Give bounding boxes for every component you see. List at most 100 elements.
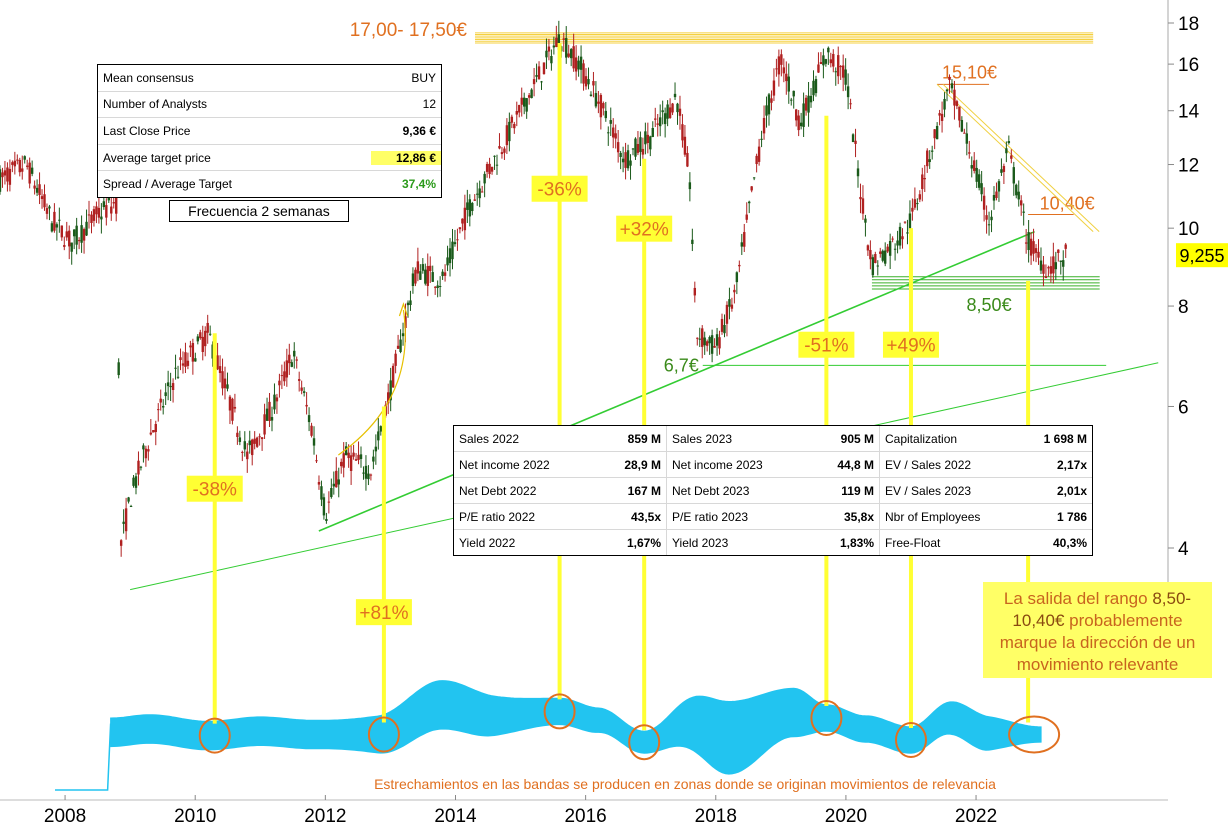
candle-body: [614, 133, 617, 139]
candle-body: [584, 76, 588, 87]
financials-value: 28,9 M: [624, 457, 661, 472]
candle-body: [616, 142, 620, 153]
candle-body: [317, 482, 321, 485]
candle-body: [505, 125, 509, 146]
financials-value: 1 698 M: [1043, 431, 1087, 446]
candle-body: [908, 213, 912, 232]
candle-body: [25, 165, 29, 167]
candle-body: [696, 337, 699, 339]
level-label: 15,10€: [942, 62, 997, 82]
frequency-label: Frecuencia 2 semanas: [169, 200, 349, 222]
candle-body: [75, 225, 78, 245]
candle-body: [473, 199, 476, 201]
candle-body: [886, 246, 889, 252]
candle-body: [340, 461, 343, 467]
candle-body: [196, 336, 200, 342]
squeeze-circle: [198, 717, 231, 754]
candle-body: [832, 53, 835, 67]
candle-body: [893, 248, 897, 250]
candle-body: [1020, 200, 1023, 206]
candle-body: [513, 123, 516, 129]
candle-body: [132, 477, 135, 486]
squeeze-circle: [543, 693, 576, 730]
candle-body: [730, 304, 734, 309]
financials-row: Nbr of Employees 1 786: [880, 504, 1092, 530]
financials-label: Sales 2023: [672, 431, 733, 446]
candle-body: [58, 219, 61, 221]
candle-body: [792, 90, 795, 97]
candle-body: [975, 167, 978, 182]
financials-row: P/E ratio 2022 43,5x: [454, 504, 666, 530]
candle-body: [1042, 264, 1045, 274]
candle-body: [68, 230, 71, 247]
candle-body: [621, 158, 625, 163]
candle-body: [154, 424, 157, 433]
candle-body: [369, 474, 373, 476]
candle-body: [846, 86, 850, 98]
financials-label: Yield 2022: [459, 535, 516, 550]
candle-body: [399, 339, 402, 352]
candle-body: [799, 122, 803, 127]
financials-value: 1,83%: [839, 535, 874, 550]
candle-body: [884, 250, 887, 264]
candle-body: [231, 398, 234, 421]
candle-body: [963, 132, 966, 134]
candle-body: [683, 136, 687, 155]
candle-body: [248, 440, 251, 446]
consensus-label: Spread / Average Target: [103, 177, 232, 192]
candle-body: [755, 155, 758, 165]
candle-body: [426, 266, 429, 286]
last-price-badge: [1176, 243, 1228, 268]
candle-body: [87, 214, 91, 216]
candle-body: [532, 79, 536, 85]
financials-label: Net income 2022: [459, 457, 550, 472]
candle-body: [535, 75, 538, 77]
consensus-row: Number of Analysts 12: [98, 92, 441, 119]
candle-body: [550, 56, 553, 64]
candle-body: [270, 417, 274, 421]
candle-body: [641, 148, 645, 155]
consensus-value: 9,36 €: [402, 123, 436, 138]
candle-body: [485, 164, 489, 172]
candle-body: [646, 134, 650, 143]
candle-body: [147, 449, 150, 452]
candle-body: [258, 436, 261, 438]
squeeze-circle: [367, 716, 400, 753]
candle-body: [325, 518, 328, 521]
candle-body: [569, 49, 573, 59]
candle-body: [977, 174, 981, 188]
candle-body: [288, 354, 291, 364]
financials-row: EV / Sales 2023 2,01x: [880, 478, 1092, 504]
candle-body: [278, 380, 281, 386]
candle-body: [448, 248, 452, 264]
y-tick-label: 14: [1178, 102, 1200, 123]
candle-body: [357, 454, 360, 460]
candle-body: [607, 132, 610, 134]
consensus-row: Average target price 12,86 €: [98, 145, 441, 172]
consensus-value: 12,86 €: [371, 150, 441, 165]
candle-body: [297, 379, 301, 381]
candle-body: [686, 152, 689, 167]
candle-body: [933, 129, 936, 139]
candle-body: [342, 453, 345, 468]
candle-body: [483, 173, 486, 184]
financials-table: Sales 2022 859 M Net income 2022 28,9 M Ne…: [453, 425, 1093, 556]
candle-body: [834, 71, 837, 73]
level-label: 10,40€: [1040, 193, 1095, 213]
candle-body: [500, 152, 504, 155]
candle-body: [854, 140, 857, 144]
candle-body: [1027, 232, 1030, 251]
financials-value: 35,8x: [843, 509, 874, 524]
candle-body: [577, 60, 580, 70]
candle-body: [750, 186, 753, 191]
resistance-zone-label: 17,00- 17,50€: [350, 20, 468, 41]
candle-body: [703, 337, 706, 346]
candle-body: [295, 359, 298, 361]
candle-body: [839, 66, 842, 68]
financials-column: Sales 2023 905 M Net income 2023 44,8 M Ne…: [667, 426, 880, 555]
financials-label: EV / Sales 2023: [885, 483, 972, 498]
candle-body: [624, 152, 627, 168]
candle-body: [112, 202, 115, 204]
candle-body: [461, 218, 464, 224]
